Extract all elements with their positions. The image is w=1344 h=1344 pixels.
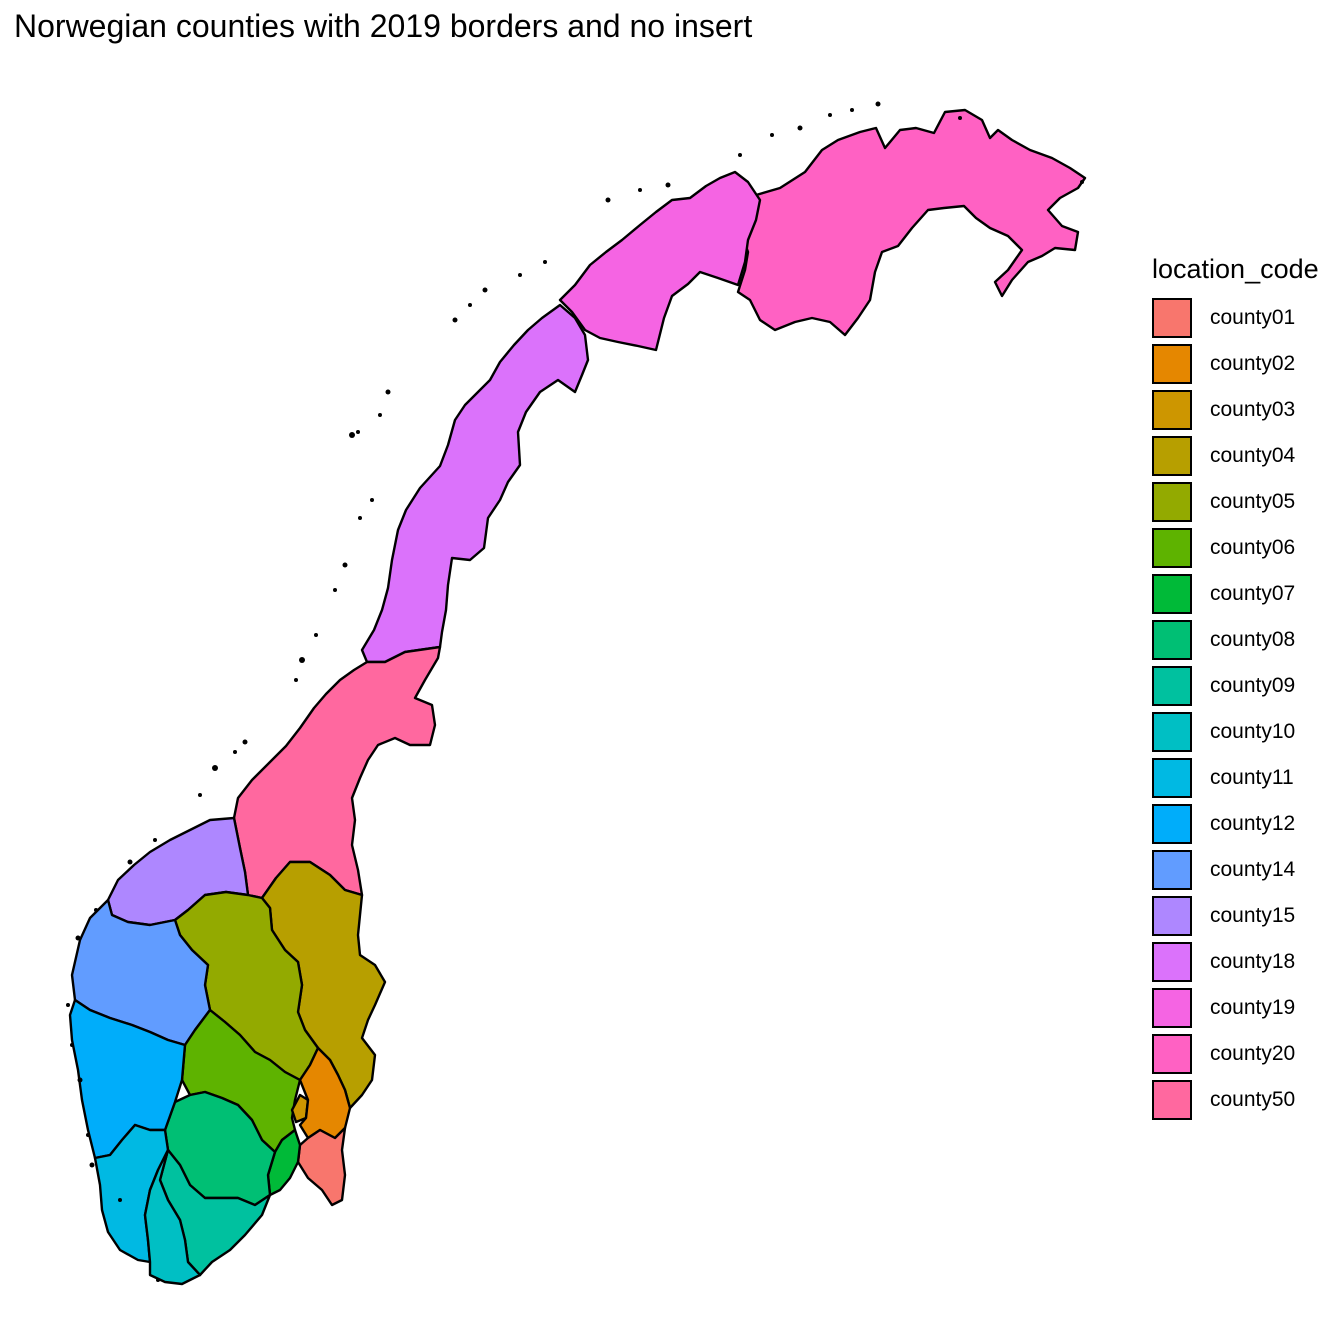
legend-item-county07: county07 <box>1152 571 1319 617</box>
legend-item-county01: county01 <box>1152 295 1319 341</box>
legend-label: county50 <box>1210 1088 1296 1111</box>
map-title: Norwegian counties with 2019 borders and… <box>14 8 753 44</box>
legend-swatch <box>1152 988 1192 1028</box>
legend-item-county03: county03 <box>1152 387 1319 433</box>
region-county20[interactable] <box>736 108 1087 337</box>
region-county01[interactable] <box>296 1126 347 1207</box>
legend-swatch <box>1152 436 1192 476</box>
legend-label: county20 <box>1210 1042 1296 1065</box>
legend-label: county01 <box>1210 306 1296 329</box>
legend-label: county14 <box>1210 858 1296 881</box>
legend-swatch <box>1152 620 1192 660</box>
legend-swatch <box>1152 712 1192 752</box>
legend-label: county07 <box>1210 582 1296 605</box>
legend-label: county09 <box>1210 674 1296 697</box>
legend-label: county03 <box>1210 398 1296 421</box>
region-county18[interactable] <box>360 303 590 664</box>
region-county10[interactable] <box>143 1148 202 1286</box>
legend-label: county06 <box>1210 536 1296 559</box>
legend-item-county18: county18 <box>1152 939 1319 985</box>
legend-swatch <box>1152 528 1192 568</box>
legend-label: county02 <box>1210 352 1296 375</box>
legend-item-county14: county14 <box>1152 847 1319 893</box>
legend-items: county01 county02 county03 county04 county05… <box>1152 295 1319 1123</box>
legend-item-county20: county20 <box>1152 1031 1319 1077</box>
legend-swatch <box>1152 482 1192 522</box>
legend-item-county08: county08 <box>1152 617 1319 663</box>
legend-item-county09: county09 <box>1152 663 1319 709</box>
legend-item-county15: county15 <box>1152 893 1319 939</box>
legend-item-county50: county50 <box>1152 1077 1319 1123</box>
legend-item-county10: county10 <box>1152 709 1319 755</box>
legend-label: county04 <box>1210 444 1296 467</box>
legend-swatch <box>1152 1034 1192 1074</box>
legend-swatch <box>1152 896 1192 936</box>
legend: location_code county01 county02 county03 co… <box>1152 254 1319 1123</box>
legend-label: county19 <box>1210 996 1296 1019</box>
legend-swatch <box>1152 850 1192 890</box>
legend-swatch <box>1152 804 1192 844</box>
legend-swatch <box>1152 344 1192 384</box>
legend-label: county08 <box>1210 628 1296 651</box>
legend-label: county12 <box>1210 812 1296 835</box>
region-county50[interactable] <box>232 645 442 900</box>
legend-label: county11 <box>1210 766 1294 789</box>
legend-item-county06: county06 <box>1152 525 1319 571</box>
legend-label: county15 <box>1210 904 1296 927</box>
legend-item-county05: county05 <box>1152 479 1319 525</box>
legend-item-county12: county12 <box>1152 801 1319 847</box>
legend-item-county02: county02 <box>1152 341 1319 387</box>
legend-swatch <box>1152 390 1192 430</box>
legend-title: location_code <box>1152 254 1319 284</box>
legend-swatch <box>1152 942 1192 982</box>
legend-label: county05 <box>1210 490 1296 513</box>
legend-swatch <box>1152 298 1192 338</box>
legend-item-county04: county04 <box>1152 433 1319 479</box>
legend-item-county19: county19 <box>1152 985 1319 1031</box>
legend-swatch <box>1152 758 1192 798</box>
legend-swatch <box>1152 1080 1192 1120</box>
legend-label: county18 <box>1210 950 1296 973</box>
legend-swatch <box>1152 666 1192 706</box>
legend-label: county10 <box>1210 720 1296 743</box>
legend-swatch <box>1152 574 1192 614</box>
coastal-islands <box>66 101 1084 1282</box>
region-county19[interactable] <box>558 170 762 352</box>
legend-item-county11: county11 <box>1152 755 1319 801</box>
